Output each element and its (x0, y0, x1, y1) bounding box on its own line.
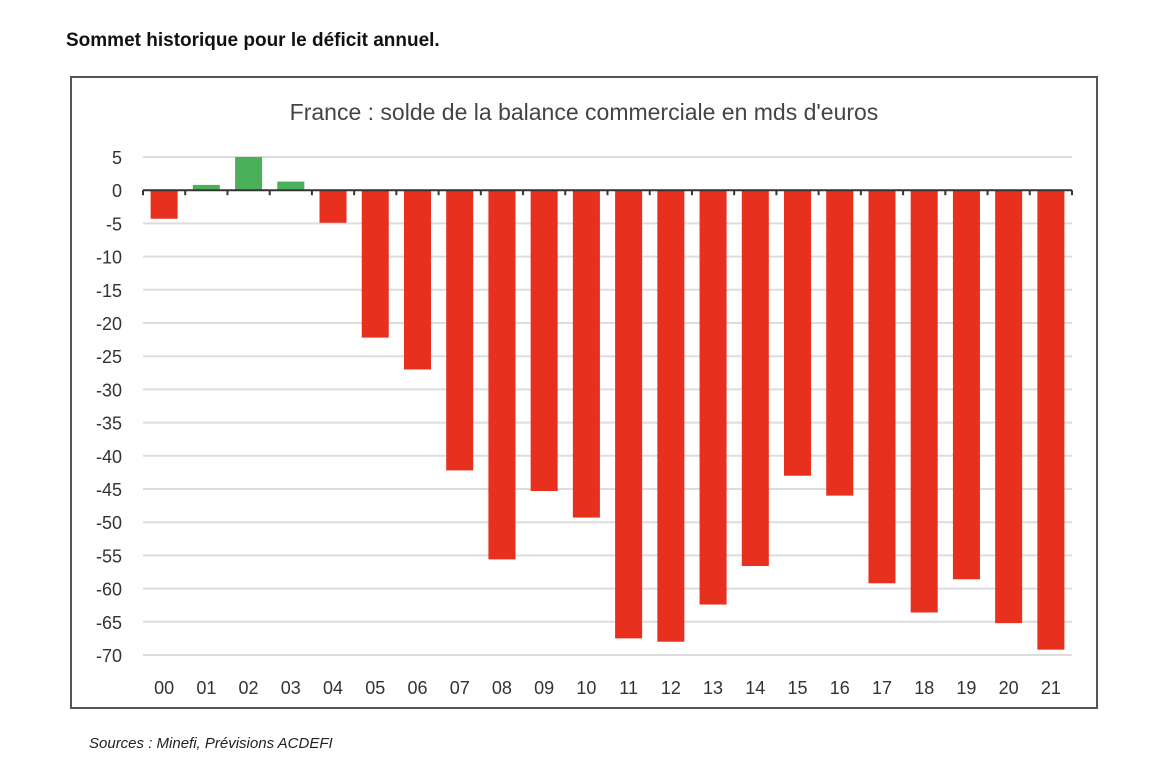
y-tick-label: -45 (96, 480, 122, 500)
x-tick-label: 15 (788, 678, 808, 698)
bar-14 (741, 190, 769, 567)
y-tick-label: -10 (96, 248, 122, 268)
y-tick-label: -55 (96, 546, 122, 566)
y-tick-label: -40 (96, 447, 122, 467)
bar-18 (910, 190, 938, 613)
bar-02 (235, 157, 263, 191)
y-tick-label: -50 (96, 513, 122, 533)
x-tick-label: 00 (154, 678, 174, 698)
bar-01 (192, 184, 220, 191)
y-tick-label: -15 (96, 281, 122, 301)
bar-19 (952, 190, 980, 580)
x-tick-label: 07 (450, 678, 470, 698)
x-tick-label: 06 (407, 678, 427, 698)
y-tick-label: -35 (96, 414, 122, 434)
bar-21 (1037, 190, 1065, 650)
bar-06 (403, 190, 431, 370)
bar-17 (868, 190, 896, 584)
x-tick-label: 08 (492, 678, 512, 698)
bar-13 (699, 190, 727, 605)
bar-05 (361, 190, 389, 338)
x-tick-label: 11 (619, 678, 638, 698)
y-tick-label: 5 (112, 148, 122, 168)
y-tick-label: -5 (106, 214, 122, 234)
x-tick-label: 19 (956, 678, 976, 698)
y-tick-label: -65 (96, 613, 122, 633)
x-tick-label: 13 (703, 678, 723, 698)
bar-15 (784, 190, 812, 476)
x-tick-label: 14 (745, 678, 765, 698)
bar-08 (488, 190, 516, 560)
x-tick-label: 18 (914, 678, 934, 698)
x-tick-label: 02 (239, 678, 259, 698)
x-tick-label: 10 (576, 678, 596, 698)
y-tick-label: -30 (96, 380, 122, 400)
x-tick-label: 01 (196, 678, 216, 698)
headline: Sommet historique pour le déficit annuel… (66, 30, 440, 51)
source-note: Sources : Minefi, Prévisions ACDEFI (89, 735, 333, 752)
x-tick-label: 12 (661, 678, 681, 698)
bar-00 (150, 190, 178, 219)
y-tick-label: -25 (96, 347, 122, 367)
x-tick-label: 04 (323, 678, 343, 698)
bar-04 (319, 190, 347, 223)
x-tick-label: 17 (872, 678, 892, 698)
x-tick-label: 09 (534, 678, 554, 698)
bar-11 (615, 190, 643, 639)
bar-09 (530, 190, 558, 491)
x-tick-label: 16 (830, 678, 850, 698)
y-tick-label: 0 (112, 181, 122, 201)
bar-20 (995, 190, 1023, 624)
bar-12 (657, 190, 685, 642)
x-tick-label: 21 (1041, 678, 1061, 698)
y-tick-label: -60 (96, 580, 122, 600)
chart-title: France : solde de la balance commerciale… (290, 99, 879, 125)
bar-07 (446, 190, 474, 471)
bar-10 (572, 190, 600, 518)
bar-16 (826, 190, 854, 496)
x-tick-label: 20 (999, 678, 1019, 698)
y-tick-label: -70 (96, 646, 122, 666)
bar-03 (277, 181, 305, 191)
x-tick-label: 03 (281, 678, 301, 698)
x-tick-label: 05 (365, 678, 385, 698)
y-tick-label: -20 (96, 314, 122, 334)
